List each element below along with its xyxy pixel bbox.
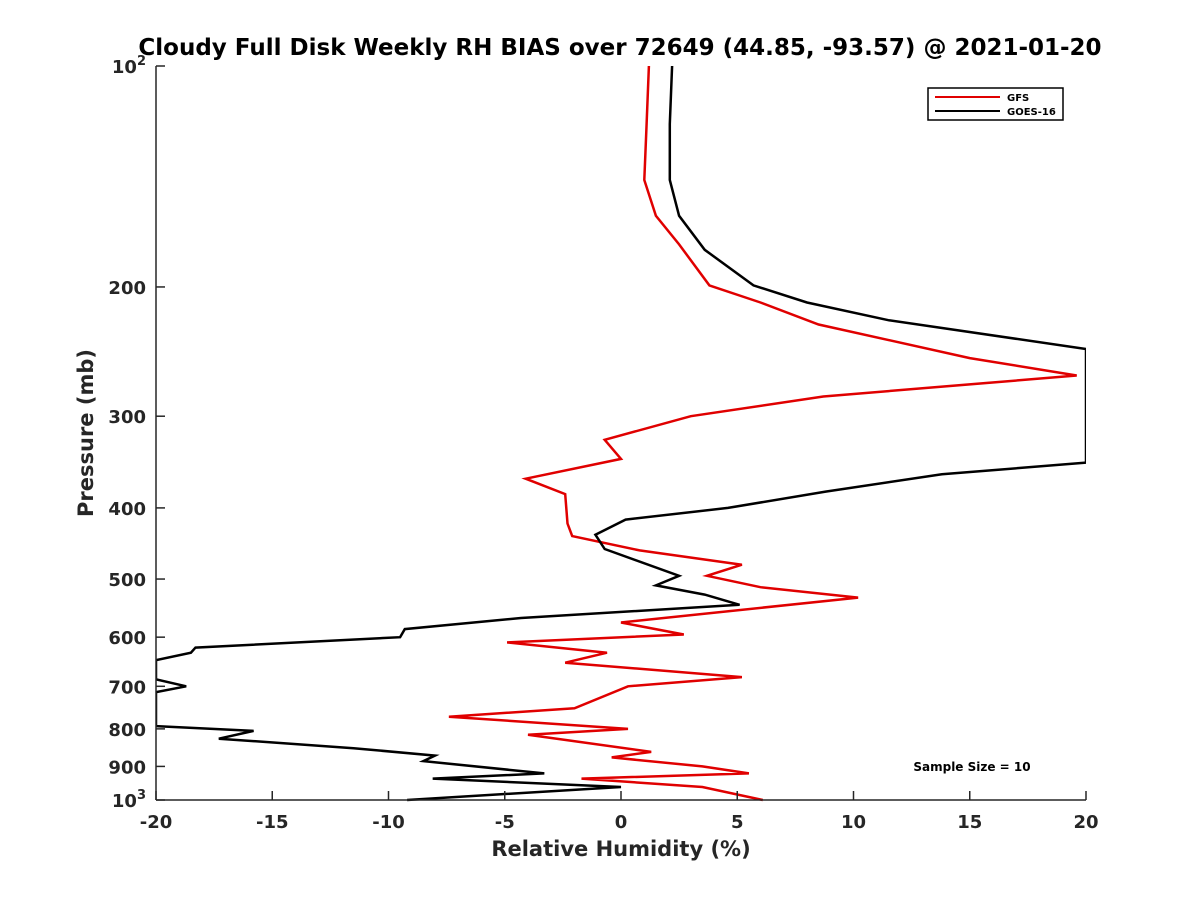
x-tick-label: 10 xyxy=(841,812,866,833)
x-tick-label: 20 xyxy=(1073,812,1098,833)
y-tick-label: 102 xyxy=(112,54,146,78)
x-tick-label: 15 xyxy=(957,812,982,833)
x-tick-label: -10 xyxy=(372,812,405,833)
x-tick-label: -5 xyxy=(495,812,515,833)
y-tick-label: 700 xyxy=(108,677,146,698)
ticks-layer: -20 -15 -10 -5 0 5 10 15 20 102 200 300 400 500 600 700… xyxy=(108,54,1098,833)
x-tick-label: 0 xyxy=(615,812,628,833)
legend-label-gfs: GFS xyxy=(1007,93,1029,104)
y-tick-label: 400 xyxy=(108,499,146,520)
chart-title: Cloudy Full Disk Weekly RH BIAS over 726… xyxy=(138,35,1101,61)
legend-box xyxy=(927,87,1064,121)
sample-size-annotation: Sample Size = 10 xyxy=(913,760,1030,774)
y-axis-label: Pressure (mb) xyxy=(74,349,98,517)
x-tick-label: -15 xyxy=(256,812,289,833)
series-line-gfs xyxy=(448,65,1077,802)
y-tick-label: 500 xyxy=(108,570,146,591)
x-tick-label: 5 xyxy=(731,812,744,833)
y-tick-label: 900 xyxy=(108,757,146,778)
y-tick-label: 600 xyxy=(108,628,146,649)
y-tick-label: 103 xyxy=(112,788,146,812)
y-tick-label: 800 xyxy=(108,720,146,741)
legend: GFS GOES-16 xyxy=(927,87,1064,121)
x-axis-label: Relative Humidity (%) xyxy=(491,837,750,861)
series-line-goes-16 xyxy=(156,65,1086,802)
x-tick-label: -20 xyxy=(140,812,173,833)
legend-label-goes16: GOES-16 xyxy=(1007,107,1056,118)
series-layer xyxy=(156,65,1086,802)
y-tick-label: 300 xyxy=(108,407,146,428)
y-tick-label: 200 xyxy=(108,278,146,299)
plot-area xyxy=(156,66,1086,800)
